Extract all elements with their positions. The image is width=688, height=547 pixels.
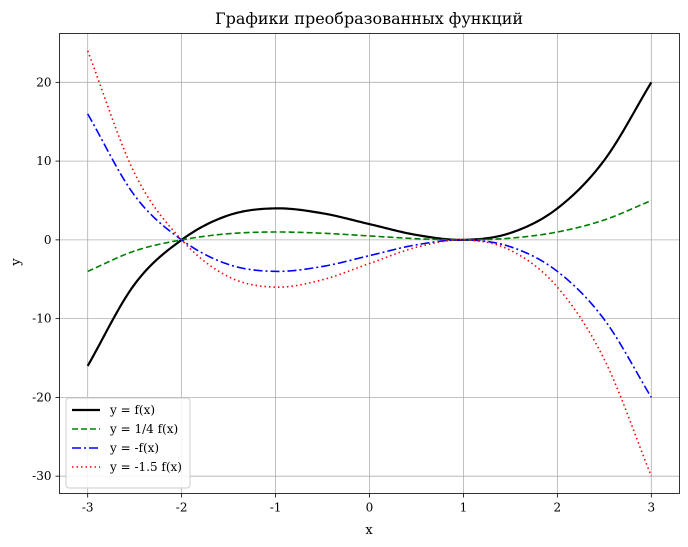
- legend-label: y = 1/4 f(x): [109, 422, 178, 436]
- y-tick-label: -30: [32, 469, 51, 483]
- legend: y = f(x) y = 1/4 f(x) y = -f(x) y = -1.5 f(…: [65, 397, 191, 489]
- y-tick-label: 20: [36, 75, 51, 89]
- chart-title: Графики преобразованных функций: [215, 9, 523, 28]
- x-tick-label: 3: [647, 501, 655, 515]
- x-tick-label: 0: [366, 501, 374, 515]
- legend-label: y = -1.5 f(x): [109, 460, 182, 474]
- x-tick-label: -3: [82, 501, 94, 515]
- y-tick-label: 0: [44, 233, 52, 247]
- legend-box: [65, 397, 191, 489]
- legend-label: y = f(x): [109, 403, 155, 417]
- series-group: [86, 50, 653, 477]
- y-axis-label: y: [9, 258, 24, 267]
- x-axis-label: x: [365, 523, 373, 538]
- x-tick-label: -2: [176, 501, 188, 515]
- y-tick-label: -10: [32, 312, 51, 326]
- y-tick-label: 10: [36, 154, 51, 168]
- y-tick-label: -20: [32, 390, 51, 404]
- grid: [59, 33, 680, 494]
- series-line-3: [86, 113, 653, 398]
- x-tick-label: 1: [460, 501, 468, 515]
- x-tick-label: -1: [270, 501, 282, 515]
- series-line-4: [86, 50, 653, 477]
- x-tick-label: 2: [554, 501, 562, 515]
- legend-label: y = -f(x): [109, 441, 159, 455]
